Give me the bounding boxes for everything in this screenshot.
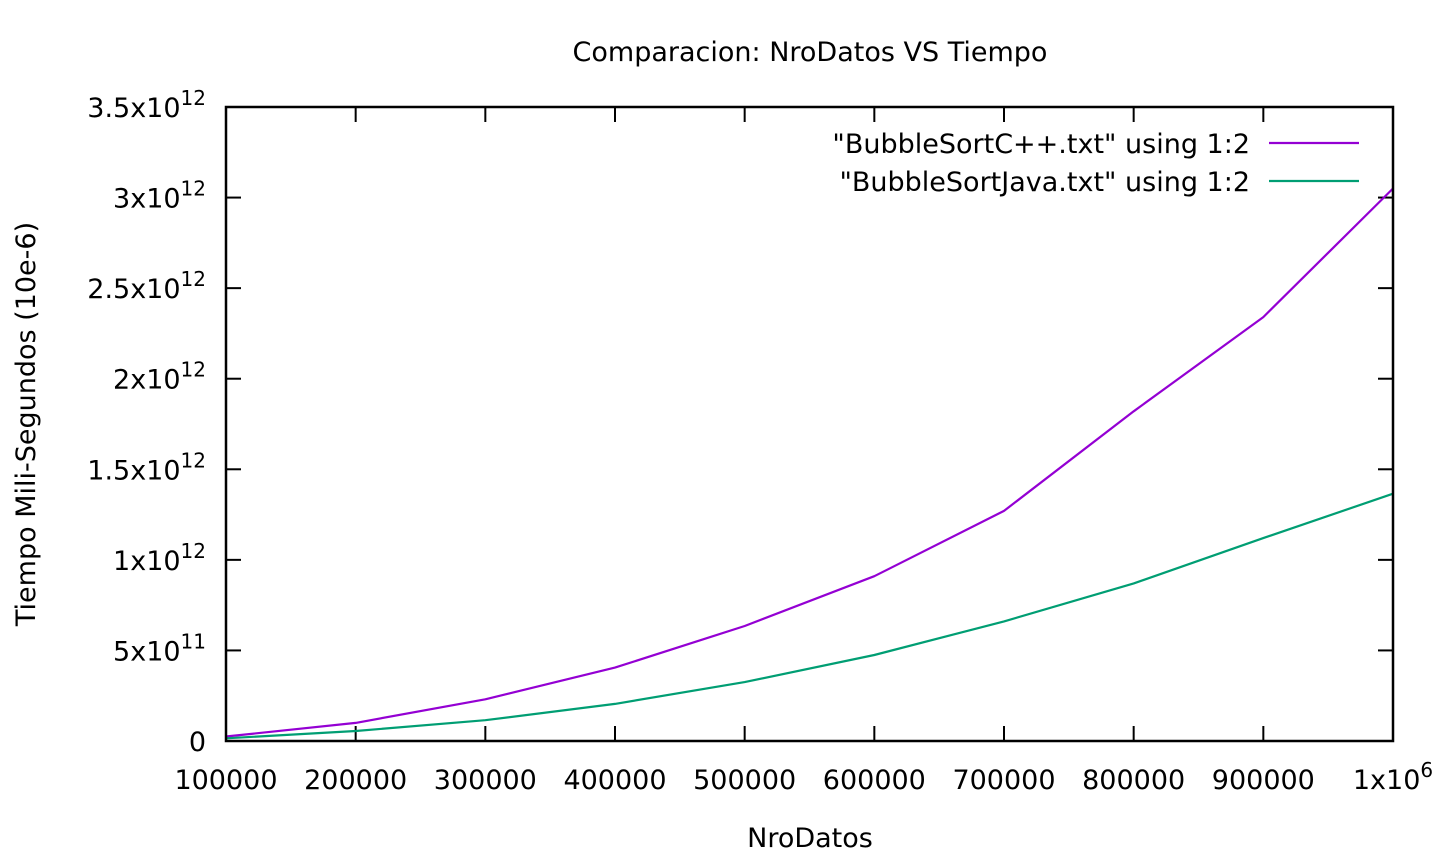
x-tick-label: 900000 xyxy=(1212,765,1315,796)
x-tick-label: 800000 xyxy=(1082,765,1185,796)
legend-label-1: "BubbleSortC++.txt" using 1:2 xyxy=(832,129,1250,160)
x-tick-label: 100000 xyxy=(174,765,277,796)
y-tick-label: 1x1012 xyxy=(113,539,206,577)
y-tick-label: 0 xyxy=(189,727,206,758)
x-tick-label: 400000 xyxy=(563,765,666,796)
x-tick-label: 1x106 xyxy=(1353,758,1433,796)
x-tick-label: 600000 xyxy=(823,765,926,796)
legend: "BubbleSortC++.txt" using 1:2 "BubbleSort… xyxy=(832,129,1359,198)
y-tick-label: 2x1012 xyxy=(113,358,206,396)
axis-ticks: 0 5x1011 1x1012 1.5x1012 2x1012 2.5x1012 3x101… xyxy=(87,86,1433,796)
y-axis-title: Tiempo Mili-Segundos (10e-6) xyxy=(11,222,42,627)
x-tick-label: 300000 xyxy=(434,765,537,796)
x-tick-label: 500000 xyxy=(693,765,796,796)
legend-label-2: "BubbleSortJava.txt" using 1:2 xyxy=(839,167,1250,198)
y-tick-label: 3.5x1012 xyxy=(87,86,206,124)
series-lines xyxy=(225,187,1394,740)
plot-frame xyxy=(224,105,1395,743)
series-line-2 xyxy=(225,492,1394,740)
x-tick-label: 700000 xyxy=(952,765,1055,796)
y-tick-label: 1.5x1012 xyxy=(87,448,206,486)
chart-title: Comparacion: NroDatos VS Tiempo xyxy=(573,37,1048,68)
series-line-1 xyxy=(225,187,1394,738)
y-tick-label: 3x1012 xyxy=(113,177,206,215)
x-tick-label: 200000 xyxy=(304,765,407,796)
y-tick-label: 5x1011 xyxy=(113,629,206,667)
x-axis-title: NroDatos xyxy=(747,823,873,854)
y-tick-label: 2.5x1012 xyxy=(87,267,206,305)
